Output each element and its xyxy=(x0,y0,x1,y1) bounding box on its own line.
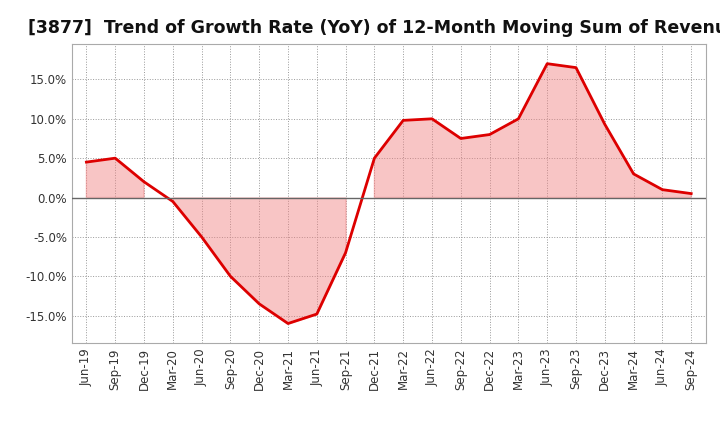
Title: [3877]  Trend of Growth Rate (YoY) of 12-Month Moving Sum of Revenues: [3877] Trend of Growth Rate (YoY) of 12-… xyxy=(28,19,720,37)
